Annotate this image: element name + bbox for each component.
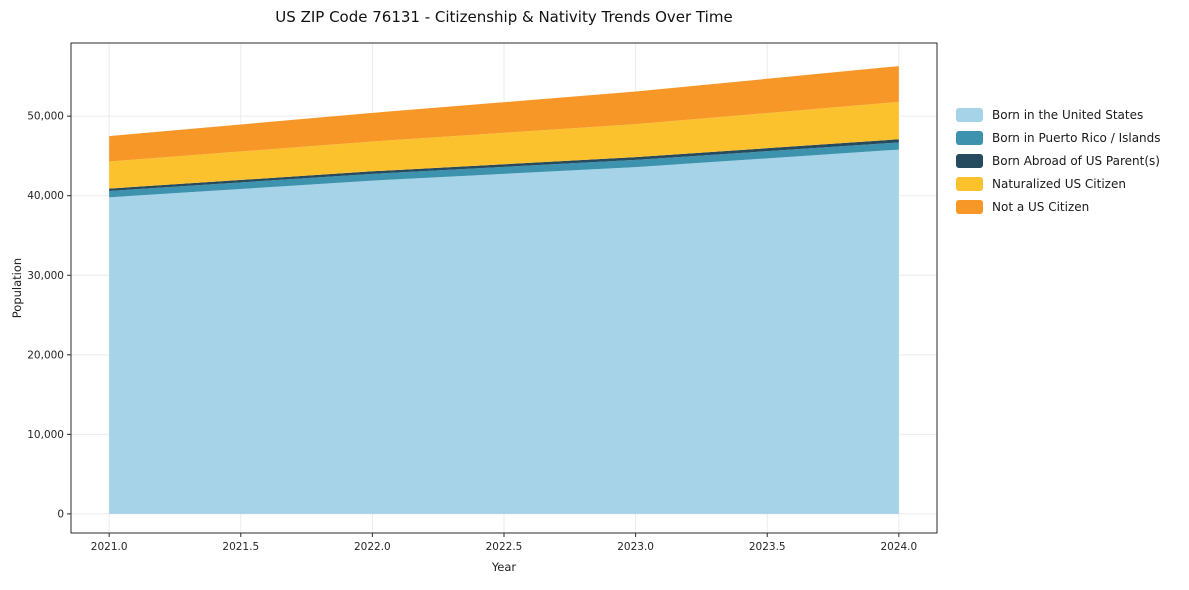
legend-swatch bbox=[956, 199, 983, 214]
y-tick-label: 0 bbox=[57, 508, 64, 520]
legend-item: Naturalized US Citizen bbox=[956, 172, 1161, 195]
legend-label: Naturalized US Citizen bbox=[992, 176, 1126, 191]
y-tick-label: 50,000 bbox=[27, 111, 64, 123]
chart-title: US ZIP Code 76131 - Citizenship & Nativi… bbox=[275, 8, 733, 26]
y-tick-label: 30,000 bbox=[27, 270, 64, 282]
legend-item: Born in Puerto Rico / Islands bbox=[956, 126, 1161, 149]
y-tick-label: 40,000 bbox=[27, 190, 64, 202]
legend-label: Born Abroad of US Parent(s) bbox=[992, 153, 1160, 168]
area-series-4 bbox=[109, 66, 899, 162]
legend-item: Not a US Citizen bbox=[956, 195, 1161, 218]
x-tick-label: 2021.0 bbox=[91, 541, 128, 553]
area-series-2 bbox=[109, 139, 899, 191]
x-tick-label: 2023.5 bbox=[749, 541, 786, 553]
legend-swatch bbox=[956, 176, 983, 191]
legend-item: Born in the United States bbox=[956, 103, 1161, 126]
legend-label: Not a US Citizen bbox=[992, 199, 1090, 214]
legend-label: Born in Puerto Rico / Islands bbox=[992, 130, 1161, 145]
y-tick-label: 10,000 bbox=[27, 429, 64, 441]
legend: Born in the United States Born in Puerto … bbox=[956, 103, 1161, 218]
area-series-3 bbox=[109, 101, 899, 189]
x-tick-label: 2022.5 bbox=[486, 541, 523, 553]
x-axis-label: Year bbox=[491, 560, 517, 574]
x-tick-label: 2021.5 bbox=[222, 541, 259, 553]
area-series-1 bbox=[109, 142, 899, 198]
legend-swatch bbox=[956, 130, 983, 145]
area-series-0 bbox=[109, 149, 899, 514]
x-tick-label: 2022.0 bbox=[354, 541, 391, 553]
legend-swatch bbox=[956, 107, 983, 122]
x-tick-label: 2023.0 bbox=[617, 541, 654, 553]
legend-swatch bbox=[956, 153, 983, 168]
y-tick-label: 20,000 bbox=[27, 349, 64, 361]
legend-label: Born in the United States bbox=[992, 107, 1144, 122]
x-tick-label: 2024.0 bbox=[880, 541, 917, 553]
legend-item: Born Abroad of US Parent(s) bbox=[956, 149, 1161, 172]
